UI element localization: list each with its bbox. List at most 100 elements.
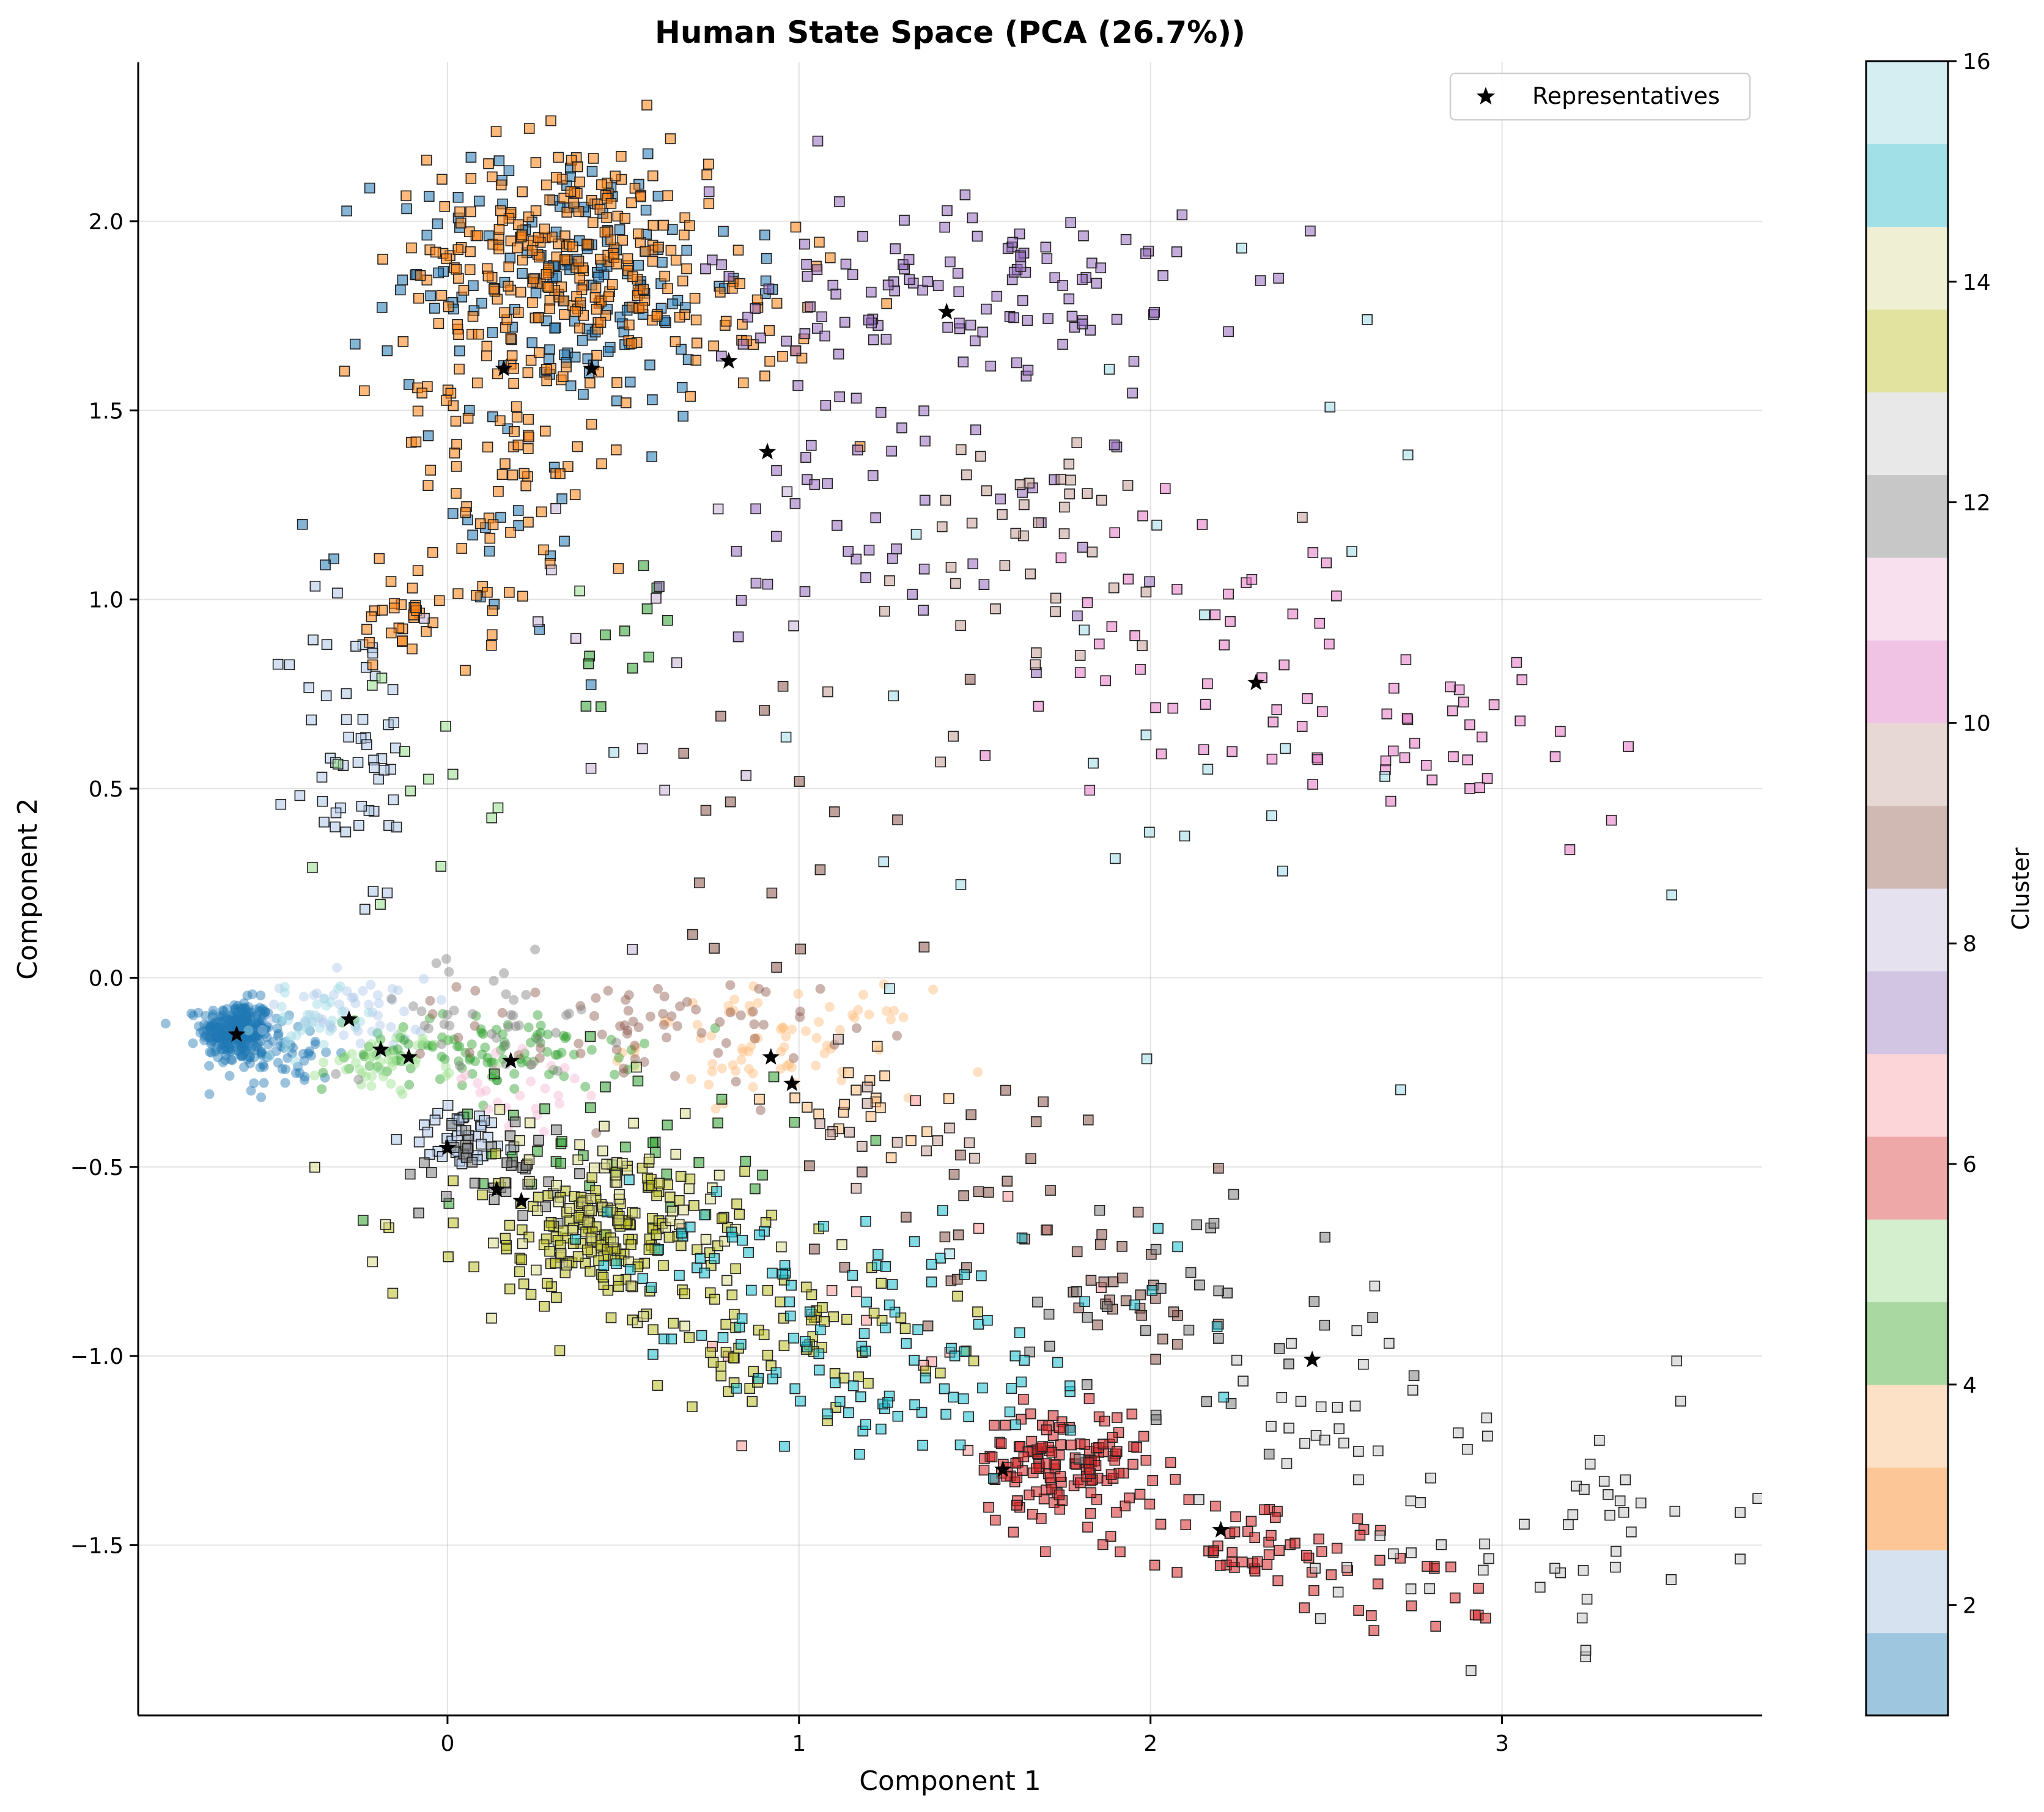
human-state-point [382,345,393,356]
model-state-point [540,1083,550,1094]
human-state-point [707,254,718,266]
human-state-point [1077,274,1088,285]
human-state-point [1223,326,1234,337]
human-state-point [1191,1219,1202,1231]
model-state-point [259,1078,269,1088]
model-state-point [206,1047,216,1058]
human-state-point [1124,1492,1135,1504]
human-state-point [541,268,552,280]
model-state-point [375,1065,386,1075]
human-state-point [593,271,604,283]
human-state-point [442,1100,454,1111]
human-state-point [750,1183,761,1195]
model-state-point [743,1047,754,1057]
human-state-point [605,1312,617,1324]
human-state-point [755,332,766,344]
model-state-point [416,1006,427,1017]
human-state-point [942,322,953,333]
human-state-point [968,1355,980,1366]
model-state-point [467,1069,478,1079]
human-state-point [520,480,532,492]
human-state-point [551,1292,562,1303]
human-state-point [328,553,339,565]
human-state-point [1031,647,1042,658]
human-state-point [559,536,570,547]
human-state-point [543,353,555,364]
model-state-point [364,1041,374,1051]
human-state-point [423,191,435,202]
human-state-point [452,319,463,330]
human-state-point [857,1166,868,1177]
human-state-point [429,1114,441,1125]
human-state-point [969,1152,980,1164]
human-state-point [482,586,493,598]
human-state-point [799,328,811,339]
human-state-point [771,298,783,309]
human-state-point [574,1168,585,1179]
model-state-point [258,1059,268,1070]
human-state-point [973,1223,984,1234]
human-state-point [1226,1556,1238,1567]
human-state-point [1426,775,1437,786]
model-state-point [427,1040,437,1051]
human-state-point [320,690,332,701]
human-state-point [967,558,978,570]
human-state-point [1379,771,1390,782]
human-state-point [361,624,372,635]
human-state-point [677,1204,689,1216]
human-state-point [1171,1567,1182,1578]
human-state-point [647,394,658,405]
human-state-point [892,1410,904,1422]
human-state-point [1031,1463,1042,1474]
model-state-point [245,1023,255,1034]
human-state-point [440,721,451,732]
model-state-point [279,982,290,992]
human-state-point [1555,726,1566,737]
human-state-point [437,174,448,185]
human-state-point [1176,209,1188,221]
human-state-point [1374,1530,1385,1541]
human-state-point [942,205,953,216]
human-state-point [554,1345,566,1357]
model-state-point [281,1064,291,1075]
human-state-point [357,713,369,725]
human-state-point [388,602,400,614]
model-state-point [744,1001,755,1011]
model-state-point [731,1077,741,1087]
human-state-point [625,1280,636,1292]
model-state-point [423,1040,434,1050]
human-state-point [1052,1357,1063,1368]
human-state-point [884,575,895,586]
model-state-point [217,1039,227,1050]
human-state-point [876,1423,887,1435]
model-state-point [210,1047,221,1057]
representative-star [583,359,600,377]
human-state-point [1283,1423,1294,1434]
human-state-point [514,1135,525,1146]
human-state-point [413,1207,424,1218]
human-state-point [862,1081,873,1092]
human-state-point [407,643,418,655]
human-state-point [681,263,692,274]
human-state-point [1352,1446,1364,1457]
human-state-point [530,205,542,216]
model-state-point [220,1030,230,1040]
model-state-point [476,1024,486,1034]
human-state-point [1150,1353,1161,1365]
colorbar-tick-label: 10 [1963,711,1991,736]
human-state-point [559,254,570,265]
model-state-point [334,1055,344,1066]
human-state-point [670,254,682,266]
model-state-point [262,1052,272,1063]
model-state-point [615,1021,625,1031]
human-state-point [662,190,673,201]
y-axis-label: Component 2 [12,798,43,979]
human-state-point [555,468,566,479]
human-state-point [1015,261,1027,272]
human-state-point [595,317,607,328]
model-state-point [603,985,613,996]
model-state-point [335,981,345,992]
human-state-point [503,165,515,177]
model-state-point [622,1064,633,1075]
human-state-point [648,1137,659,1149]
